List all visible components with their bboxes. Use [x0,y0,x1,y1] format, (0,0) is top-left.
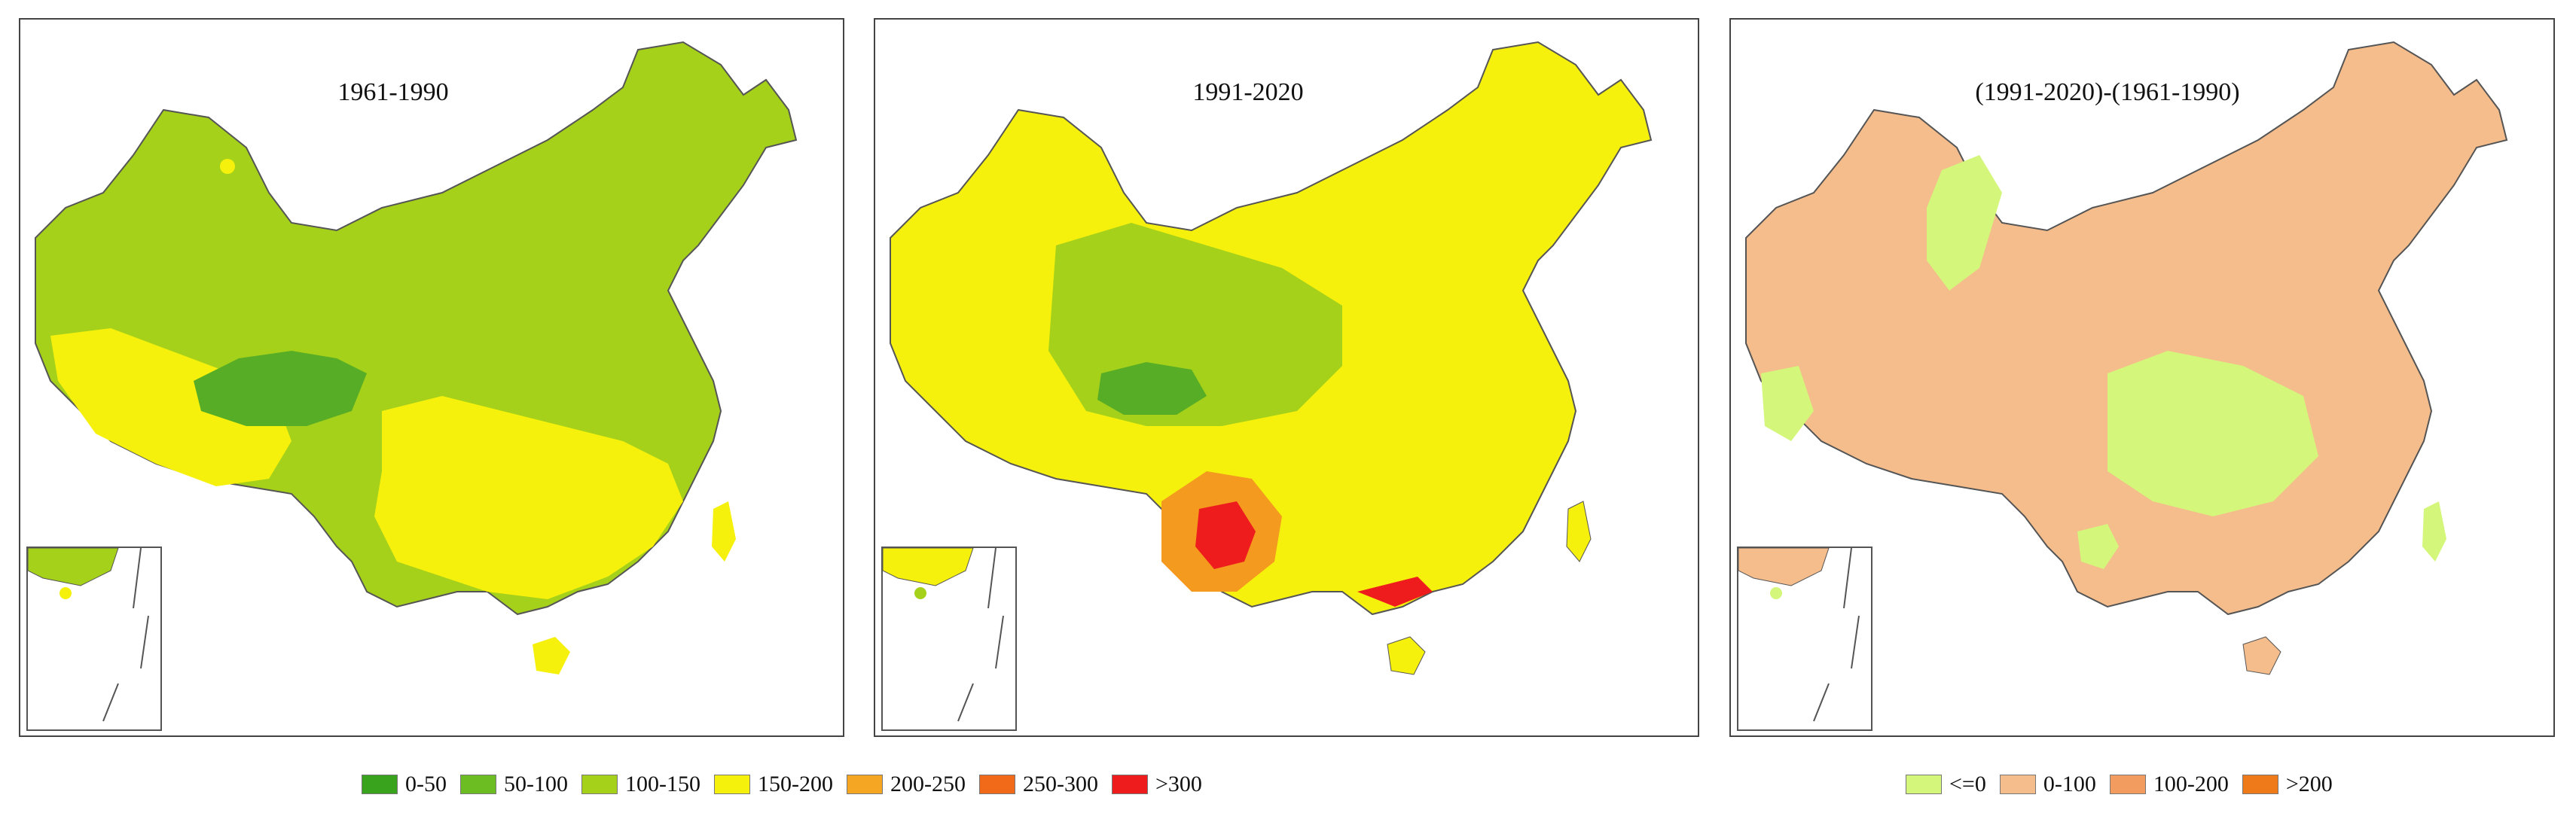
legend-item: 200-250 [847,772,966,797]
region-tibet-south [50,328,291,486]
inset-island [60,587,72,599]
inset-map [1738,548,1860,722]
panel-title: 1961-1990 [337,78,449,106]
legend-item: 100-200 [2109,772,2229,797]
legend-label: >300 [1155,772,1202,796]
legend-label: 200-250 [890,772,966,796]
legend-label: 100-200 [2153,772,2229,796]
south-china-sea-inset [881,547,1017,731]
legend-label: 0-50 [405,772,447,796]
hotspot [388,432,406,450]
legend-swatch [847,775,883,794]
legend-label: 50-100 [504,772,568,796]
map-panel-1991-2020: 1991-2020 [874,18,1699,737]
legend-label: <=0 [1949,772,1986,796]
region-yunnan-core [1195,501,1256,569]
region-yunnan [2077,524,2119,569]
inset-coast [883,548,974,586]
china-map-1991-2020 [890,41,1653,675]
taiwan-island [712,501,736,562]
legend-label: 250-300 [1023,772,1098,796]
inset-map [883,548,1004,722]
legend-item: 250-300 [979,772,1098,797]
hainan-island [2242,636,2281,675]
legend-item: 150-200 [714,772,833,797]
legend-item: 50-100 [460,772,568,797]
region-xinjiang-east [1927,155,2002,291]
taiwan-island [2422,501,2446,562]
legend-item: 100-150 [581,772,700,797]
legend-absolute: 0-50 50-100 100-150 150-200 200-250 250-300 >3… [362,769,1216,799]
hainan-island [1387,636,1426,675]
map-panel-1961-1990: 1961-1990 [19,18,844,737]
map-panel-difference: (1991-2020)-(1961-1990) [1729,18,2555,737]
panel-title: 1991-2020 [1192,78,1304,106]
panel-title: (1991-2020)-(1961-1990) [1975,78,2240,106]
inset-dash-line [957,548,1004,722]
legend-item: <=0 [1906,772,1986,797]
region-south-china [374,396,683,599]
inset-island [914,587,926,599]
taiwan-island [1566,501,1592,562]
inset-coast [1738,548,1830,586]
inset-dash-line [1813,548,1860,722]
legend-label: 0-100 [2043,772,2096,796]
legend-swatch [362,775,398,794]
south-china-sea-inset [26,547,162,731]
legend-item: 0-100 [1999,772,2096,797]
legend-label: >200 [2285,772,2333,796]
legend-swatch [460,775,496,794]
china-outline [1745,41,2508,616]
legend-swatch [1112,775,1148,794]
china-map-1961-1990 [35,41,798,674]
region-central [2107,351,2318,516]
guangdong-hotspot [1357,577,1433,607]
legend-swatch [979,775,1015,794]
legend-difference: <=0 0-100 100-200 >200 [1906,769,2346,799]
legend-swatch [2109,775,2146,794]
region-qinghai-core [194,351,367,426]
legend-swatch [2242,775,2278,794]
legend-item: 0-50 [362,772,447,797]
inset-coast [28,548,119,586]
inset-map [28,548,149,722]
inset-island [1770,587,1782,599]
hotspot [220,159,235,174]
legend-label: 150-200 [758,772,833,796]
legend-item: >300 [1112,772,1202,797]
legend-swatch [1906,775,1942,794]
hainan-island [533,637,570,674]
legend-swatch [581,775,618,794]
legend-swatch [714,775,750,794]
region-qinghai-core [1097,362,1207,415]
region-tibet-west [1761,366,1814,441]
legend-item: >200 [2242,772,2333,797]
south-china-sea-inset [1737,547,1872,731]
inset-dash-line [102,548,149,722]
china-map-difference [1745,41,2508,675]
legend-swatch [1999,775,2036,794]
legend-label: 100-150 [625,772,700,796]
